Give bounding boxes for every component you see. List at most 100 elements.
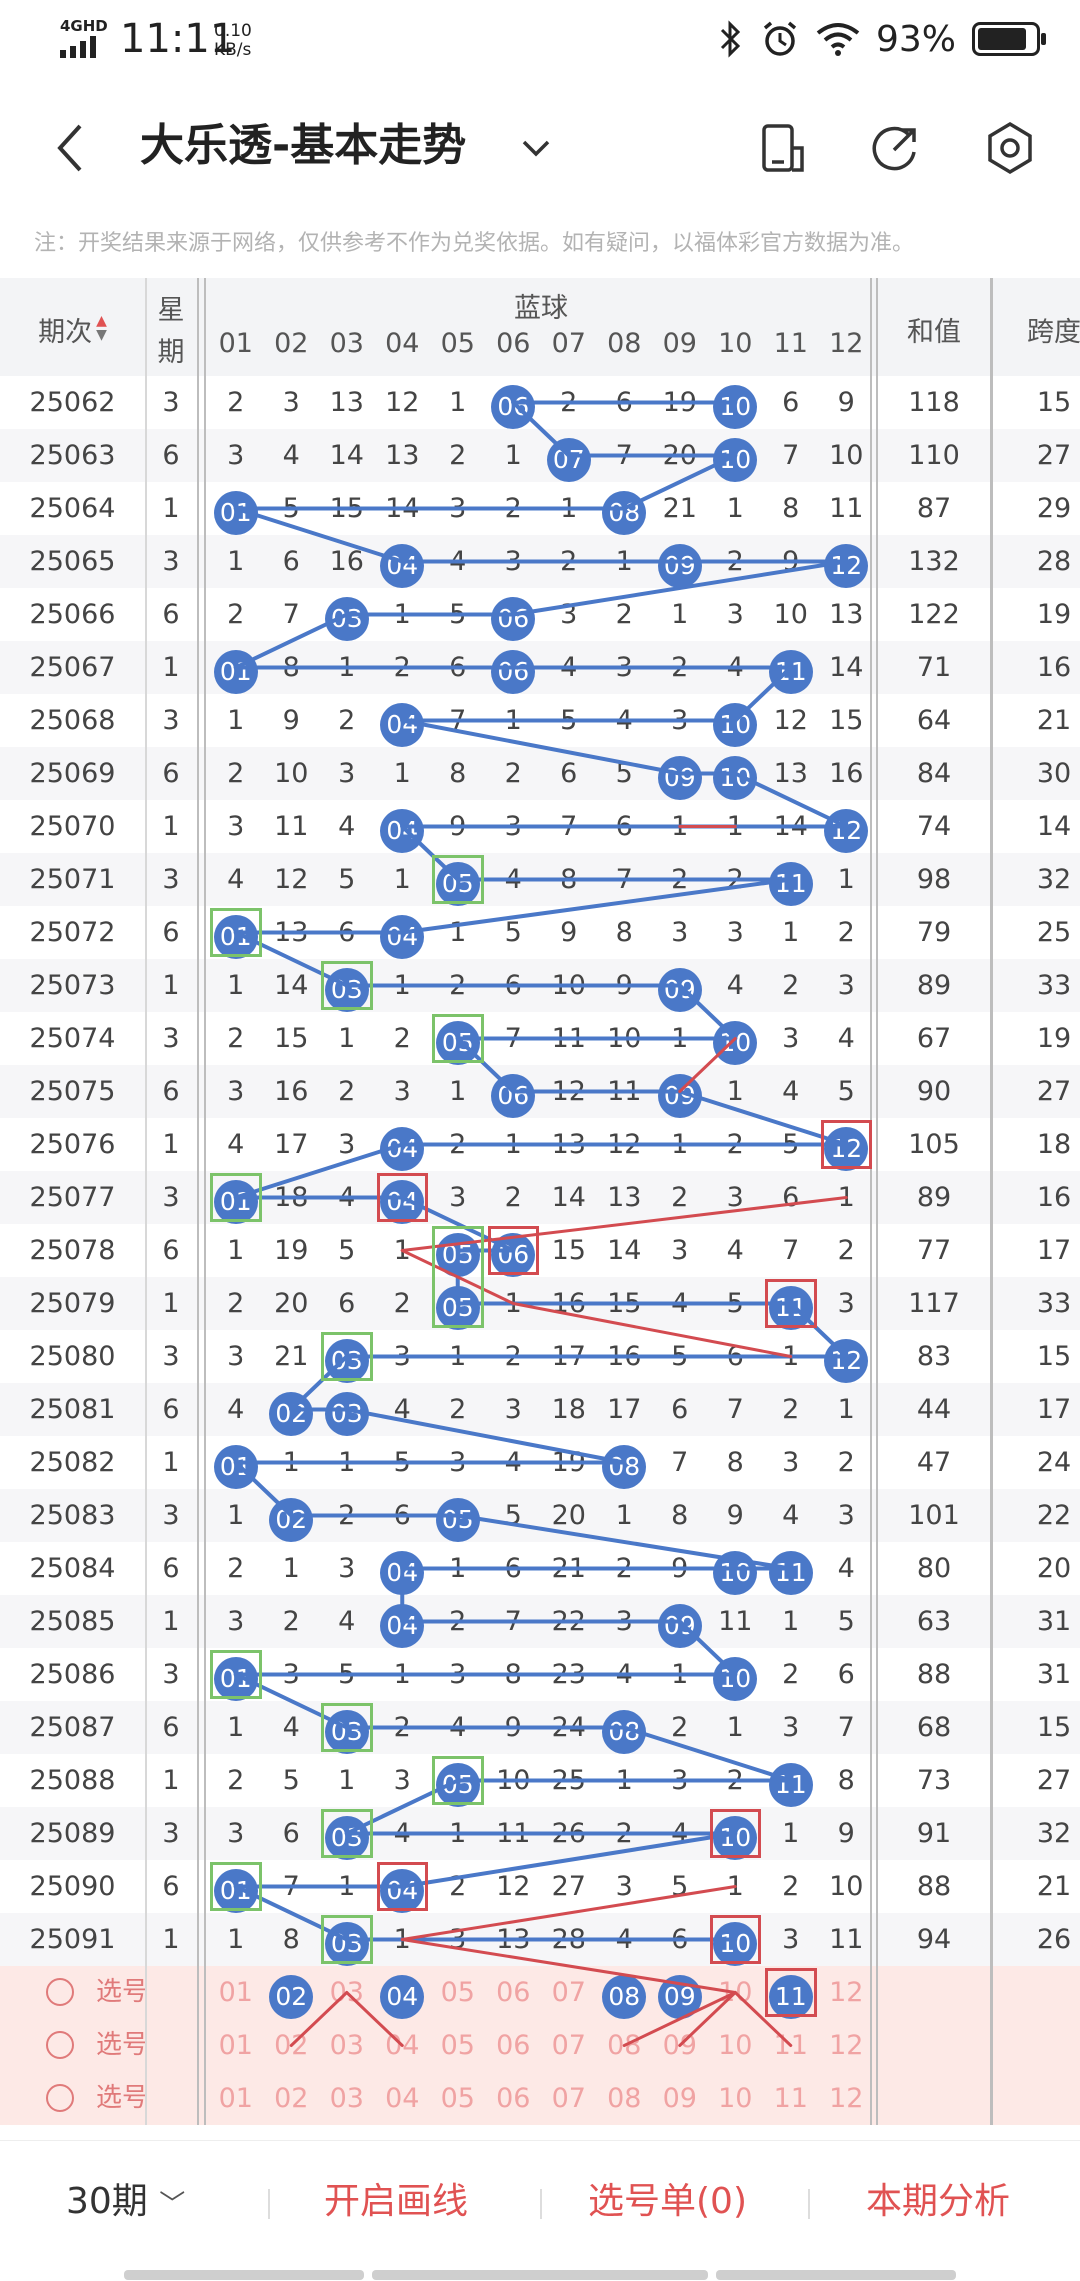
miss-count: 27 — [551, 1871, 586, 1902]
back-icon[interactable] — [52, 120, 92, 176]
pick-number[interactable]: 12 — [829, 1977, 864, 2008]
period-header[interactable]: 期次 ▲ ▼ — [0, 310, 145, 349]
pick-list-button[interactable]: 选号单(0) — [588, 2181, 747, 2222]
share-icon[interactable] — [866, 118, 926, 178]
ball-number: 11 — [768, 650, 813, 694]
pick-number-selected[interactable]: 02 — [264, 1966, 320, 2019]
pick-number[interactable]: 07 — [551, 2030, 586, 2061]
red-marker-box — [820, 1120, 872, 1169]
span-cell: 30 — [1036, 758, 1072, 789]
page-title[interactable]: 大乐透-基本走势 — [140, 120, 467, 171]
miss-count: 3 — [449, 1659, 467, 1690]
miss-count: 1 — [282, 1553, 300, 1584]
miss-count: 19 — [274, 1235, 309, 1266]
analysis-button[interactable]: 本期分析 — [866, 2181, 1011, 2222]
period-cell: 25079 — [29, 1288, 116, 1319]
ball-number: 04 — [380, 915, 425, 959]
miss-count: 1 — [504, 440, 522, 471]
miss-count: 1 — [393, 1659, 411, 1690]
radio-button[interactable] — [46, 2084, 74, 2112]
pick-number[interactable]: 03 — [329, 2083, 364, 2114]
period-cell: 25064 — [29, 493, 116, 524]
pick-number[interactable]: 10 — [718, 2030, 753, 2061]
pick-number-selected[interactable]: 08 — [597, 1966, 653, 2019]
settings-icon[interactable] — [980, 118, 1040, 178]
span-cell: 17 — [1036, 1235, 1072, 1266]
miss-count: 7 — [560, 811, 578, 842]
miss-count: 4 — [449, 546, 467, 577]
miss-count: 9 — [449, 811, 467, 842]
blue-ball: 08 — [597, 1436, 653, 1489]
miss-count: 8 — [615, 917, 633, 948]
pick-number[interactable]: 01 — [218, 2083, 253, 2114]
number-header: 05 — [440, 328, 475, 359]
miss-count: 6 — [560, 758, 578, 789]
number-header: 11 — [773, 328, 808, 359]
miss-count: 2 — [504, 758, 522, 789]
pick-number[interactable]: 09 — [662, 2030, 697, 2061]
pick-number[interactable]: 02 — [274, 2083, 309, 2114]
alarm-icon — [763, 21, 797, 56]
miss-count: 18 — [551, 1394, 586, 1425]
pick-number[interactable]: 06 — [496, 2030, 531, 2061]
pick-number[interactable]: 07 — [551, 2083, 586, 2114]
pick-number[interactable]: 01 — [218, 1977, 253, 2008]
ball-number: 06 — [491, 1074, 536, 1118]
pick-number[interactable]: 06 — [496, 1977, 531, 2008]
miss-count: 1 — [227, 1235, 245, 1266]
week-cell: 3 — [162, 864, 180, 895]
pick-number[interactable]: 11 — [773, 2030, 808, 2061]
draw-line-button[interactable]: 开启画线 — [324, 2181, 469, 2222]
red-marker-box — [487, 1226, 539, 1275]
miss-count: 2 — [782, 1871, 800, 1902]
pick-number[interactable]: 07 — [551, 1977, 586, 2008]
period-select[interactable]: 30期 ﹀ — [66, 2177, 185, 2230]
span-cell: 22 — [1036, 1500, 1072, 1531]
pick-number[interactable]: 08 — [607, 2030, 642, 2061]
pick-number[interactable]: 05 — [440, 2083, 475, 2114]
radio-button[interactable] — [46, 1978, 74, 2006]
pick-number[interactable]: 06 — [496, 2083, 531, 2114]
miss-count: 7 — [615, 440, 633, 471]
pick-number[interactable]: 05 — [440, 1977, 475, 2008]
pick-number[interactable]: 03 — [329, 2030, 364, 2061]
pick-number-selected[interactable]: 04 — [375, 1966, 431, 2019]
pick-number[interactable]: 10 — [718, 2083, 753, 2114]
pick-number[interactable]: 11 — [773, 2083, 808, 2114]
pick-number[interactable]: 12 — [829, 2083, 864, 2114]
miss-count: 21 — [274, 1341, 309, 1372]
miss-count: 15 — [274, 1023, 309, 1054]
pick-number[interactable]: 04 — [385, 2083, 420, 2114]
table-row: 25081 6 4 02 03 4 2 3 18 17 6 7 2 1 44 17 — [0, 1383, 1080, 1436]
ball-number: 12 — [824, 1339, 869, 1383]
span-cell: 32 — [1036, 1818, 1072, 1849]
miss-count: 6 — [615, 387, 633, 418]
pick-number[interactable]: 02 — [274, 2030, 309, 2061]
span-cell: 18 — [1036, 1129, 1072, 1160]
pick-number[interactable]: 03 — [329, 1977, 364, 2008]
pick-number[interactable]: 10 — [718, 1977, 753, 2008]
blue-ball: 12 — [819, 1330, 875, 1383]
sort-icon[interactable]: ▲ ▼ — [96, 313, 107, 343]
pick-number[interactable]: 05 — [440, 2030, 475, 2061]
phone-icon[interactable] — [752, 118, 812, 178]
radio-button[interactable] — [46, 2031, 74, 2059]
pick-number[interactable]: 01 — [218, 2030, 253, 2061]
miss-count: 1 — [449, 1818, 467, 1849]
pick-number[interactable]: 12 — [829, 2030, 864, 2061]
pick-number-selected[interactable]: 09 — [652, 1966, 708, 2019]
period-cell: 25078 — [29, 1235, 116, 1266]
blue-ball: 02 — [264, 1383, 320, 1436]
grid-line — [870, 278, 872, 2125]
pick-number[interactable]: 04 — [385, 2030, 420, 2061]
miss-count: 3 — [615, 1606, 633, 1637]
miss-count: 15 — [329, 493, 364, 524]
pick-number[interactable]: 08 — [607, 2083, 642, 2114]
miss-count: 6 — [782, 1182, 800, 1213]
table-row: 25085 1 3 2 4 04 2 7 22 3 09 11 1 5 63 31 — [0, 1595, 1080, 1648]
pick-number[interactable]: 09 — [662, 2083, 697, 2114]
table-row: 25062 3 2 3 13 12 1 06 2 6 19 10 6 9 118 15 — [0, 376, 1080, 429]
miss-count: 2 — [449, 1129, 467, 1160]
blue-ball: 01 — [208, 1436, 264, 1489]
chevron-down-icon[interactable] — [516, 128, 556, 168]
